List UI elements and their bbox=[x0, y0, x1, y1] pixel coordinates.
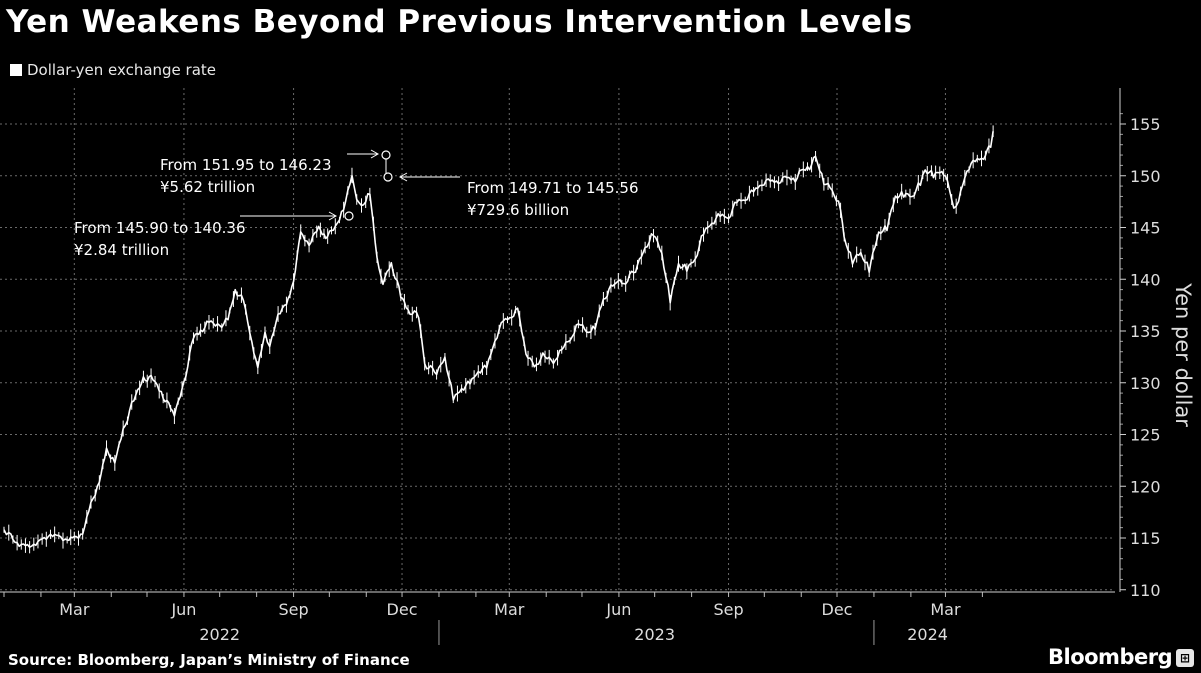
chart-title: Yen Weakens Beyond Previous Intervention… bbox=[6, 4, 913, 40]
y-axis-label: Yen per dollar bbox=[1171, 282, 1195, 427]
y-tick-label: 120 bbox=[1130, 477, 1161, 496]
year-label: 2023 bbox=[634, 625, 675, 644]
year-label: 2024 bbox=[907, 625, 948, 644]
axes: 110 115 120 125 130 135 140 145 150 155 Mar Jun Sep D… bbox=[0, 88, 1161, 645]
annotation-marker bbox=[381, 150, 391, 160]
annotation-marker bbox=[383, 172, 393, 182]
annotation-label: From 149.71 to 145.56 bbox=[467, 179, 639, 197]
y-tick-label: 135 bbox=[1130, 322, 1161, 341]
y-tick-label: 125 bbox=[1130, 426, 1161, 445]
x-tick-label: Sep bbox=[713, 600, 743, 619]
x-tick-label: Mar bbox=[494, 600, 525, 619]
y-tick-label: 140 bbox=[1130, 270, 1161, 289]
series bbox=[3, 125, 994, 554]
x-tick-label: Jun bbox=[605, 600, 631, 619]
series-line bbox=[3, 131, 994, 548]
annotation-amount: ¥2.84 trillion bbox=[74, 241, 169, 259]
bloomberg-logo: Bloomberg bbox=[1048, 645, 1173, 669]
legend-swatch bbox=[10, 64, 22, 76]
annotation-label: From 145.90 to 140.36 bbox=[74, 219, 246, 237]
y-tick-label: 130 bbox=[1130, 374, 1161, 393]
annotation-marker bbox=[344, 211, 354, 221]
annotation-amount: ¥729.6 billion bbox=[467, 201, 569, 219]
annotation-arrowhead bbox=[370, 149, 380, 159]
y-tick-label: 115 bbox=[1130, 529, 1161, 548]
y-tick-label: 155 bbox=[1130, 115, 1161, 134]
annotation-amount: ¥5.62 trillion bbox=[160, 178, 255, 196]
annotation-label: From 151.95 to 146.23 bbox=[160, 156, 332, 174]
x-tick-label: Mar bbox=[59, 600, 90, 619]
y-tick-label: 145 bbox=[1130, 219, 1161, 238]
annotations: From 145.90 to 140.36 ¥2.84 trillion From … bbox=[74, 149, 639, 259]
y-tick-label: 110 bbox=[1130, 581, 1161, 600]
year-label: 2022 bbox=[199, 625, 240, 644]
grid bbox=[0, 88, 1115, 592]
x-tick-label: Mar bbox=[930, 600, 961, 619]
x-tick-label: Dec bbox=[822, 600, 853, 619]
x-tick-label: Jun bbox=[170, 600, 196, 619]
x-tick-label: Dec bbox=[387, 600, 418, 619]
x-tick-label: Sep bbox=[279, 600, 309, 619]
annotation-arrowhead bbox=[398, 172, 408, 182]
annotation-arrowhead bbox=[328, 211, 338, 221]
chart-badge-icon: ⊞ bbox=[1176, 649, 1194, 667]
legend: Dollar-yen exchange rate bbox=[10, 61, 216, 79]
y-tick-label: 150 bbox=[1130, 167, 1161, 186]
source-note: Source: Bloomberg, Japan’s Ministry of F… bbox=[8, 651, 410, 669]
legend-label: Dollar-yen exchange rate bbox=[27, 61, 217, 79]
